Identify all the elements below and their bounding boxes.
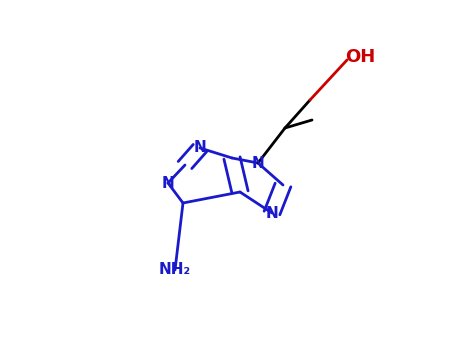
Text: NH₂: NH₂: [159, 262, 191, 278]
Text: OH: OH: [345, 48, 376, 65]
Text: N: N: [194, 140, 207, 155]
Text: N: N: [162, 175, 174, 190]
Text: N: N: [252, 155, 264, 170]
Text: N: N: [266, 205, 278, 220]
